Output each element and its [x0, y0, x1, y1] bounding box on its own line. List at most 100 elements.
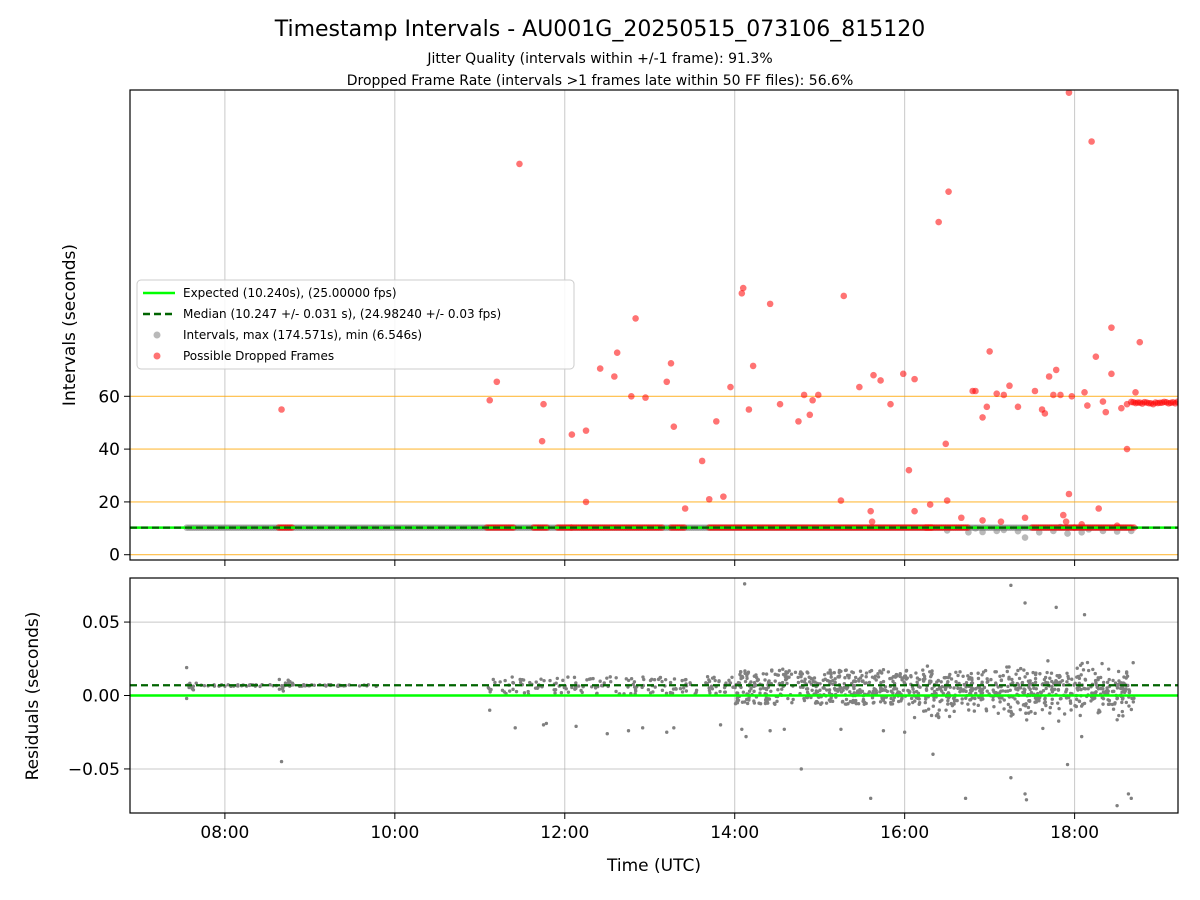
intervals-legend: Expected (10.240s), (25.00000 fps) Media… [136, 279, 575, 370]
dropped-frame-point [1014, 403, 1022, 411]
residual-point [793, 670, 798, 675]
residual-point [738, 669, 743, 674]
residual-point [958, 670, 962, 674]
residual-point [1121, 696, 1125, 700]
residual-point [1006, 702, 1011, 707]
residual-point [911, 687, 915, 691]
residual-point [896, 699, 901, 704]
residual-point [281, 689, 286, 693]
residual-point [511, 687, 515, 692]
residual-point [773, 702, 777, 706]
residual-point [1105, 688, 1109, 692]
residual-point [998, 691, 1002, 695]
dropped-frame-point [278, 406, 285, 413]
residual-point [1113, 701, 1117, 705]
residual-point [1127, 689, 1132, 693]
residual-point [680, 690, 685, 694]
residual-point [1115, 696, 1119, 701]
residual-point [660, 679, 664, 684]
dropped-frame-point [1065, 490, 1073, 498]
residual-point [966, 674, 970, 678]
residual-point [873, 674, 878, 678]
residual-point [1046, 681, 1050, 685]
intervals-y-axis-label: Intervals (seconds) [60, 244, 80, 406]
interval-point [993, 527, 1001, 535]
residual-point [743, 679, 748, 684]
residual-point [940, 684, 944, 689]
residual-point [1100, 695, 1104, 700]
residual-point [1074, 704, 1079, 709]
dropped-frame-point [1045, 373, 1053, 380]
residual-point [954, 679, 958, 684]
residual-point [1009, 583, 1013, 588]
dropped-frame-point [840, 292, 848, 300]
residual-point [867, 680, 872, 685]
residual-point [268, 683, 272, 687]
residual-point [823, 677, 827, 681]
residual-point [848, 699, 853, 704]
residual-point [766, 685, 771, 689]
intervals-plot-panel: 0 20 40 60 Intervals (seconds) Expected (10… [60, 89, 1179, 566]
dropped-frame-point [1065, 90, 1073, 96]
residual-point [791, 697, 795, 702]
dropped-frame-point [1136, 338, 1144, 346]
residual-point [707, 686, 711, 690]
residual-point [1056, 687, 1061, 692]
residual-point [1062, 712, 1067, 716]
residual-point [777, 668, 782, 673]
residual-point [694, 688, 699, 693]
residual-point [1027, 698, 1031, 703]
residual-point [976, 676, 981, 681]
residual-point [785, 681, 789, 686]
residual-point [1048, 705, 1053, 710]
residual-point [881, 679, 886, 684]
residual-point [782, 727, 786, 731]
residual-point [1022, 668, 1026, 672]
dropped-frame-point [1092, 353, 1100, 360]
residual-point [1046, 659, 1050, 663]
residual-point [985, 689, 989, 693]
legend-median-label: Median (10.247 +/- 0.031 s), (24.98240 +… [183, 307, 501, 321]
residual-point [937, 708, 941, 712]
residual-point [924, 709, 928, 713]
dropped-frame-point [800, 391, 808, 399]
residual-point [1009, 710, 1014, 715]
dropped-frame-point [1108, 370, 1115, 378]
residual-point [997, 695, 1002, 700]
residual-point [994, 690, 998, 695]
residual-point [864, 681, 868, 685]
residual-point [1034, 687, 1038, 691]
residual-point [1077, 699, 1082, 703]
residual-point [1095, 685, 1100, 689]
residual-point [864, 671, 869, 675]
dropped-frame-point [899, 370, 907, 378]
residual-point [956, 686, 960, 690]
residual-point [829, 671, 833, 675]
residual-point [599, 683, 604, 688]
residuals-reference-lines [130, 684, 1178, 697]
residual-point [1065, 671, 1069, 675]
residual-point [1070, 677, 1074, 681]
dropped-frame-point [905, 466, 913, 474]
dropped-frame-point [642, 394, 649, 401]
residual-point [1040, 707, 1045, 712]
residual-point [1009, 776, 1013, 780]
residual-point [728, 681, 732, 685]
residual-point [678, 686, 683, 691]
residual-point [1107, 677, 1111, 682]
residual-point [680, 678, 684, 683]
residual-point [1044, 703, 1048, 708]
residual-point [1082, 701, 1087, 706]
residual-point [602, 681, 606, 685]
residual-point [1008, 688, 1012, 692]
dropped-frame-point [720, 493, 727, 500]
residual-point [926, 707, 931, 711]
dropped-frame-point [727, 383, 734, 391]
residual-point [184, 665, 189, 670]
residual-point [730, 675, 734, 679]
interval-point [1064, 530, 1071, 537]
residual-point [1053, 687, 1057, 692]
residual-point [684, 677, 688, 682]
residual-point [710, 676, 715, 680]
